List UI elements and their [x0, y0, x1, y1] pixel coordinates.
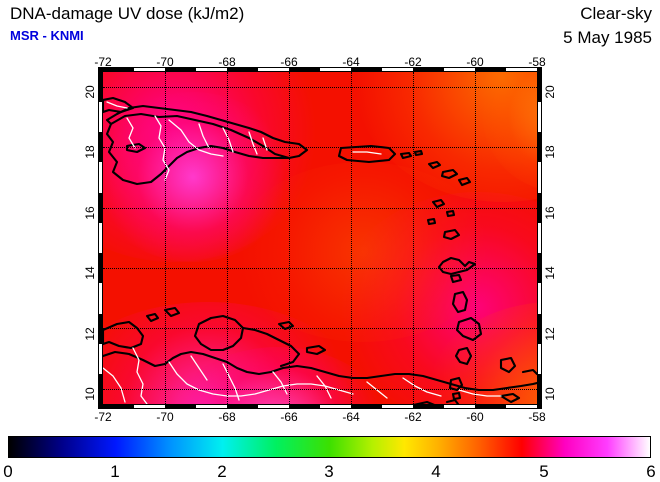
- x-axis-tick-bottom: -68: [218, 410, 236, 424]
- institute-label: MSR - KNMI: [10, 28, 84, 43]
- frame-bottom: [98, 404, 542, 409]
- colorbar-track: [8, 436, 651, 458]
- gridline-horizontal: [103, 328, 537, 329]
- y-axis-tick-right: 18: [543, 145, 557, 159]
- colorbar-tick: 2: [217, 462, 227, 481]
- condition-label: Clear-sky: [580, 4, 652, 23]
- date-label: 5 May 1985: [563, 28, 652, 47]
- y-axis-tick-left: 18: [83, 145, 97, 159]
- x-axis-tick-bottom: -62: [404, 410, 422, 424]
- tick-notch: [506, 405, 537, 408]
- colorbar: 0 1 2 3 4 5 6: [3, 436, 656, 481]
- gridline-vertical: [289, 72, 290, 404]
- y-axis-tick-left: 16: [83, 206, 97, 220]
- tick-notch: [444, 405, 475, 408]
- x-axis-tick-top: -58: [528, 55, 546, 69]
- y-axis-tick-right: 20: [543, 85, 557, 99]
- tick-notch: [99, 223, 102, 253]
- tick-notch: [99, 283, 102, 314]
- tick-notch: [99, 162, 102, 193]
- tick-notch: [538, 162, 541, 193]
- x-axis-tick-top: -72: [94, 55, 112, 69]
- gridline-vertical: [475, 72, 476, 404]
- country-border-overlay: [103, 101, 502, 404]
- colorbar-tick: 0: [3, 462, 13, 481]
- field-blob: [233, 162, 493, 342]
- gridline-horizontal: [103, 87, 537, 88]
- y-axis-tick-left: 14: [83, 266, 97, 280]
- colorbar-gradient: [9, 437, 650, 457]
- x-axis-tick-bottom: -64: [342, 410, 360, 424]
- x-axis-tick-top: -62: [404, 55, 422, 69]
- tick-notch: [196, 405, 227, 408]
- frame-right: [537, 67, 542, 409]
- colorbar-tick: 3: [324, 462, 334, 481]
- gridline-vertical: [351, 72, 352, 404]
- tick-notch: [134, 405, 165, 408]
- gridline-horizontal: [103, 389, 537, 390]
- x-axis-tick-bottom: -70: [156, 410, 174, 424]
- uv-dose-heatmap-field: [103, 72, 537, 404]
- tick-notch: [258, 405, 289, 408]
- tick-notch: [99, 344, 102, 374]
- colorbar-tick: 4: [431, 462, 441, 481]
- x-axis-tick-top: -68: [218, 55, 236, 69]
- y-axis-tick-right: 16: [543, 206, 557, 220]
- y-axis-tick-left: 10: [83, 387, 97, 401]
- gridline-vertical: [227, 72, 228, 404]
- x-axis-tick-bottom: -72: [94, 410, 112, 424]
- y-axis-tick-left: 12: [83, 327, 97, 341]
- y-axis-tick-right: 12: [543, 327, 557, 341]
- x-axis-tick-top: -64: [342, 55, 360, 69]
- tick-notch: [538, 223, 541, 253]
- x-axis-tick-top: -60: [466, 55, 484, 69]
- x-axis-tick-top: -66: [280, 55, 298, 69]
- gridline-horizontal: [103, 208, 537, 209]
- coastline-overlay: [103, 96, 537, 404]
- gridline-vertical: [165, 72, 166, 404]
- tick-notch: [99, 102, 102, 132]
- page-title: DNA-damage UV dose (kJ/m2): [10, 4, 245, 23]
- colorbar-tick: 1: [110, 462, 120, 481]
- x-axis-tick-top: -70: [156, 55, 174, 69]
- x-axis-tick-bottom: -60: [466, 410, 484, 424]
- gridline-horizontal: [103, 268, 537, 269]
- gridline-vertical: [413, 72, 414, 404]
- colorbar-tick: 6: [646, 462, 656, 481]
- y-axis-tick-left: 20: [83, 85, 97, 99]
- chart-header: DNA-damage UV dose (kJ/m2) MSR - KNMI Cl…: [0, 0, 660, 56]
- tick-notch: [538, 283, 541, 314]
- y-axis-tick-right: 14: [543, 266, 557, 280]
- tick-notch: [320, 405, 351, 408]
- tick-notch: [538, 102, 541, 132]
- tick-notch: [538, 344, 541, 374]
- x-axis-tick-bottom: -58: [528, 410, 546, 424]
- map-plot: [98, 67, 542, 409]
- y-axis-tick-right: 10: [543, 387, 557, 401]
- gridline-horizontal: [103, 147, 537, 148]
- x-axis-tick-bottom: -66: [280, 410, 298, 424]
- colorbar-tick: 5: [539, 462, 549, 481]
- tick-notch: [382, 405, 413, 408]
